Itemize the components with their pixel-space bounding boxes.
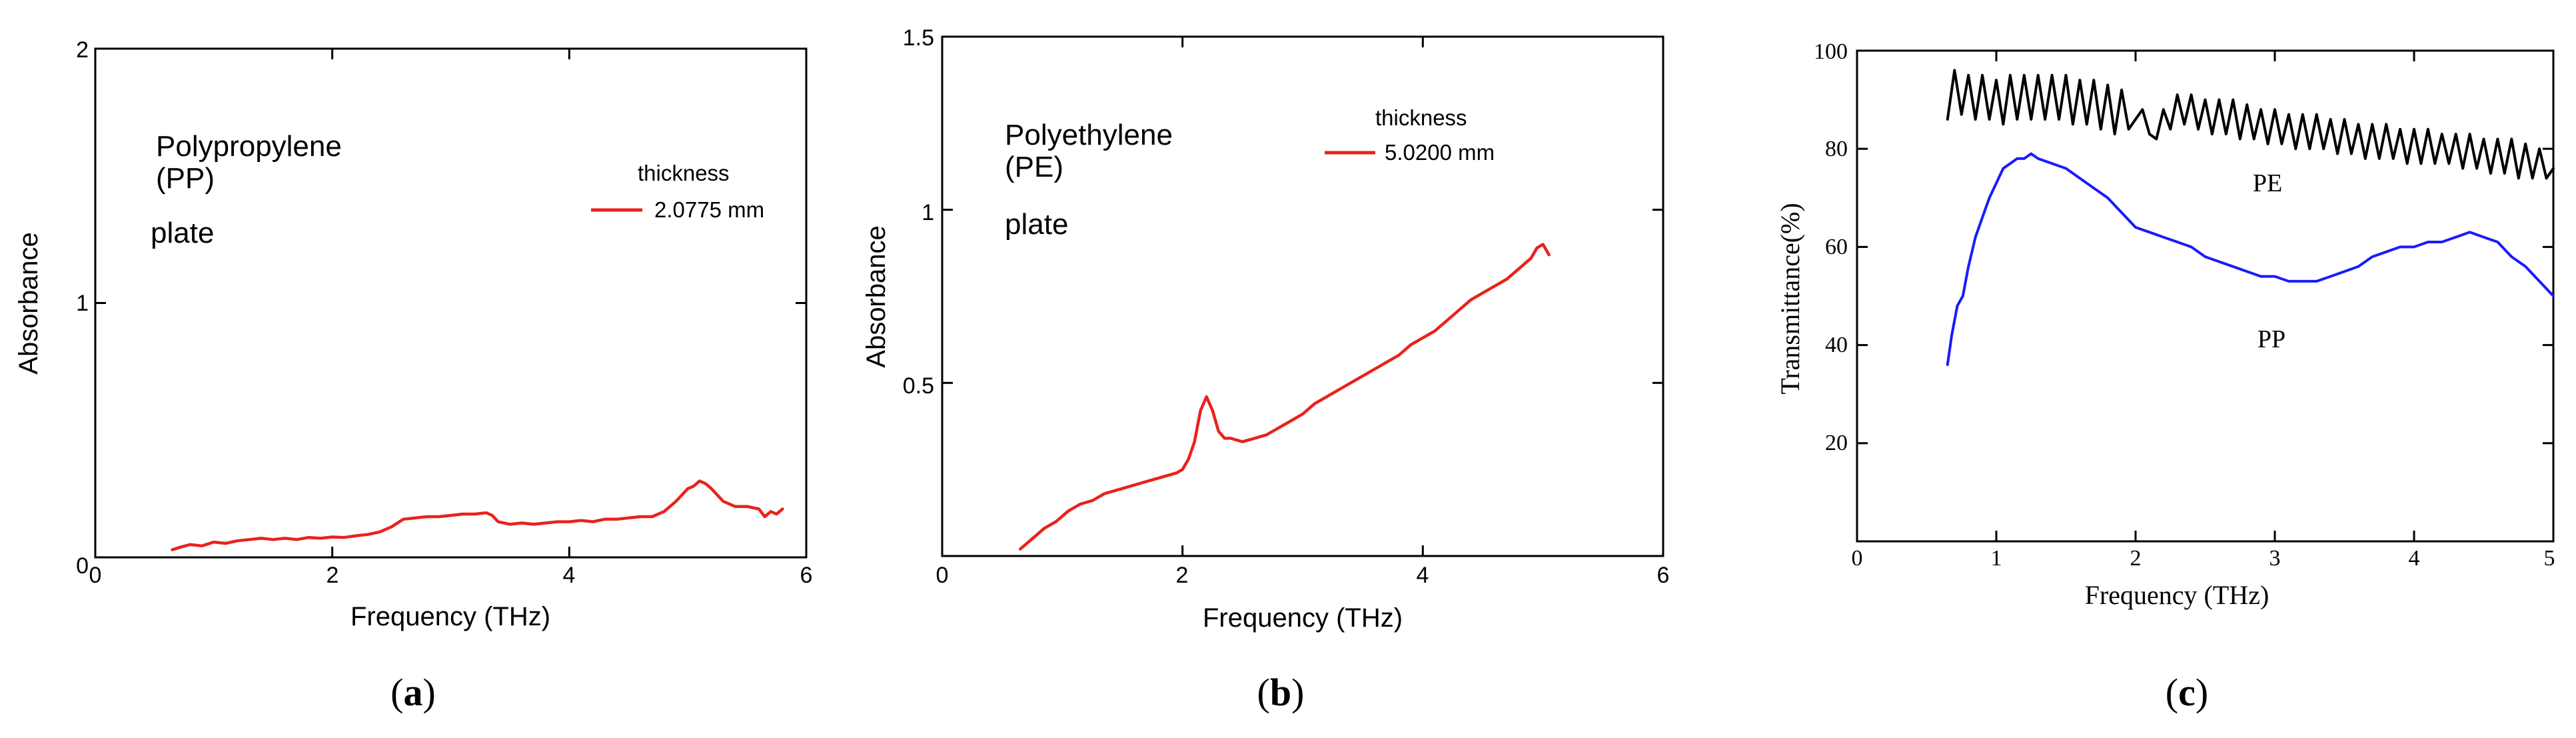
material-abbrev: (PE) — [1005, 151, 1063, 183]
svg-text:(b): (b) — [1257, 671, 1305, 714]
x-axis-label: Frequency (THz) — [2085, 580, 2269, 610]
xtick-label: 0 — [936, 563, 949, 588]
ytick-label: 1.5 — [903, 25, 934, 51]
axis-ticks-b — [941, 35, 1664, 556]
x-axis-label: Frequency (THz) — [350, 602, 550, 631]
xtick-label: 4 — [2409, 546, 2420, 571]
legend-title: thickness — [1375, 105, 1467, 130]
ytick-label: 80 — [1825, 137, 1848, 161]
legend-label: 5.0200 mm — [1385, 140, 1495, 165]
material-name: Polypropylene — [156, 130, 342, 163]
sample-form: plate — [151, 217, 214, 249]
panel-label-b: b — [1270, 671, 1291, 714]
xtick-label: 4 — [1417, 563, 1429, 588]
material-abbrev: (PP) — [156, 162, 215, 195]
axis-ticks-a — [94, 47, 808, 559]
chart-panel-b: 0 2 4 6 0.5 1 1.5 Frequency (THz) Absorb… — [862, 25, 1669, 714]
svg-text:(a): (a) — [390, 671, 436, 714]
xtick-label: 3 — [2269, 546, 2281, 571]
series-line-pe-transmittance — [1946, 69, 2555, 180]
legend-label: 2.0775 mm — [654, 197, 764, 222]
xtick-label: 5 — [2544, 546, 2555, 571]
plot-frame-b — [941, 35, 1664, 557]
svg-text:(c): (c) — [2166, 671, 2208, 714]
series-line-pp-transmittance — [1946, 152, 2555, 366]
chart-panel-a: 0 2 4 6 0 1 2 Frequency (THz) Absorbance… — [14, 37, 812, 714]
x-axis-label: Frequency (THz) — [1203, 603, 1403, 633]
xtick-label: 2 — [2130, 546, 2142, 571]
xtick-label: 0 — [89, 563, 102, 588]
ytick-label: 1 — [76, 291, 89, 316]
material-name: Polyethylene — [1005, 119, 1173, 151]
xtick-label: 2 — [1176, 563, 1189, 588]
axis-ticks-c — [1856, 49, 2555, 541]
xtick-label: 2 — [326, 563, 339, 588]
ytick-label: 20 — [1825, 431, 1848, 455]
panel-label-c: c — [2178, 671, 2196, 714]
legend-title: thickness — [638, 161, 730, 185]
ytick-label: 0 — [76, 553, 89, 579]
ytick-label: 1 — [922, 200, 934, 225]
xtick-label: 1 — [1991, 546, 2002, 571]
xtick-label: 6 — [1657, 563, 1670, 588]
panel-label-a: a — [404, 671, 423, 714]
series-label-pe: PE — [2253, 169, 2282, 197]
series-label-pp: PP — [2257, 325, 2285, 353]
series-line-pp-absorbance — [171, 479, 784, 551]
y-axis-label: Absorbance — [14, 232, 43, 374]
y-axis-label: Transmittance(%) — [1775, 203, 1805, 394]
xtick-label: 4 — [563, 563, 576, 588]
series-line-pe-absorbance — [1018, 243, 1551, 551]
ytick-label: 0.5 — [903, 373, 934, 399]
xtick-label: 6 — [800, 563, 813, 588]
ytick-label: 60 — [1825, 235, 1848, 259]
y-axis-label: Absorbance — [862, 225, 891, 367]
ytick-label: 100 — [1814, 39, 1848, 64]
ytick-label: 40 — [1825, 333, 1848, 357]
sample-form: plate — [1005, 208, 1068, 241]
xtick-label: 0 — [1852, 546, 1863, 571]
ytick-label: 2 — [76, 37, 89, 63]
chart-panel-c: 0 1 2 3 4 5 20 40 60 80 100 Frequency (T… — [1775, 39, 2555, 714]
